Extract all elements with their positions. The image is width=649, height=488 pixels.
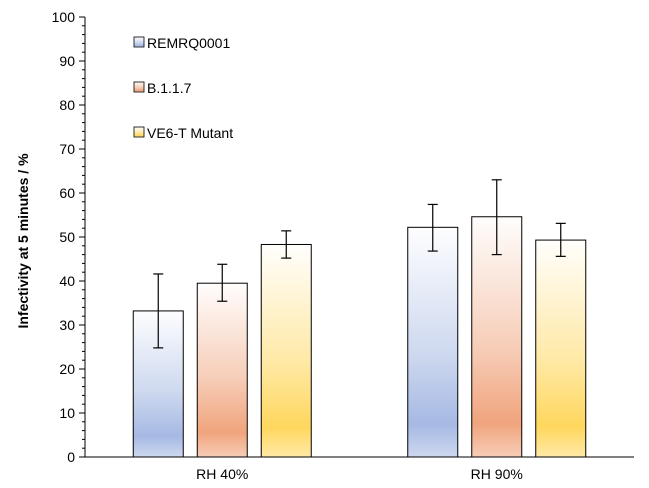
legend-swatch-ve6-t-mutant [133, 126, 145, 138]
y-axis-title: Infectivity at 5 minutes / % [15, 153, 31, 329]
y-tick-label: 70 [59, 141, 75, 157]
y-tick-label: 10 [59, 405, 75, 421]
error-bar-ve6-t-mutant-rh-90 [555, 222, 566, 257]
y-tick-label: 60 [59, 185, 75, 201]
error-bar-b-1-1-7-rh-90 [491, 179, 502, 256]
legend-label-b-1-1-7: B.1.1.7 [147, 80, 192, 96]
y-tick-label: 30 [59, 317, 75, 333]
bar-b-1-1-7-rh-40 [196, 282, 248, 458]
y-tick-label: 80 [59, 97, 75, 113]
error-bar-remrq0001-rh-40 [153, 273, 164, 349]
y-tick-label: 100 [52, 9, 76, 25]
x-tick-label-rh-90: RH 90% [471, 466, 523, 482]
y-tick-label: 0 [67, 449, 75, 465]
error-bar-b-1-1-7-rh-40 [217, 263, 228, 302]
y-tick-label: 50 [59, 229, 75, 245]
error-bar-remrq0001-rh-90 [427, 203, 438, 252]
bar-b-1-1-7-rh-90 [471, 216, 523, 458]
y-tick-label: 90 [59, 53, 75, 69]
y-tick-label: 40 [59, 273, 75, 289]
legend-swatch-b-1-1-7 [133, 81, 145, 93]
legend: REMRQ0001 B.1.1.7 VE6-T Mutant [133, 35, 233, 141]
error-bar-ve6-t-mutant-rh-40 [281, 230, 292, 259]
legend-label-remrq0001: REMRQ0001 [147, 35, 230, 51]
y-axis: 0 10 20 30 40 50 60 70 80 90 100 [52, 9, 86, 465]
x-tick-label-rh-40: RH 40% [196, 466, 248, 482]
bar-ve6-t-mutant-rh-40 [260, 243, 312, 458]
legend-swatch-remrq0001 [133, 36, 145, 48]
bar-ve6-t-mutant-rh-90 [535, 239, 587, 458]
x-axis: RH 40% RH 90% [85, 456, 634, 482]
error-bars [153, 179, 566, 349]
legend-label-ve6-t-mutant: VE6-T Mutant [147, 125, 233, 141]
bars [132, 216, 587, 458]
y-tick-label: 20 [59, 361, 75, 377]
bar-remrq0001-rh-90 [407, 226, 459, 458]
